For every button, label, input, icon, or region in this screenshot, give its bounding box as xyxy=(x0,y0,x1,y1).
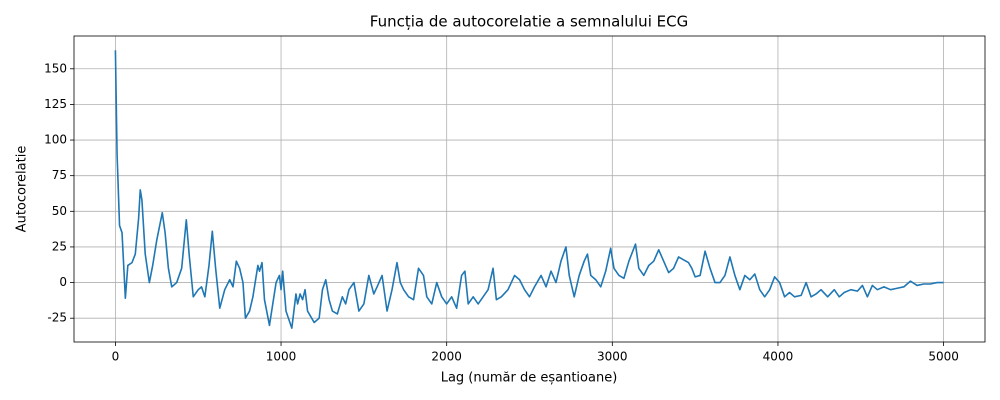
x-axis-label: Lag (număr de eșantioane) xyxy=(441,371,618,386)
x-tick-label: 0 xyxy=(112,350,120,364)
y-tick-label: 150 xyxy=(44,61,67,75)
y-tick-label: -25 xyxy=(47,311,67,325)
y-tick-label: 100 xyxy=(44,133,67,147)
line-series xyxy=(114,50,944,329)
y-tick-label: 25 xyxy=(52,239,67,253)
chart-title: Funcția de autocorelatie a semnalului EC… xyxy=(370,13,688,31)
x-tick-label: 5000 xyxy=(928,350,959,364)
x-tick-label: 2000 xyxy=(431,350,462,364)
plot-frame xyxy=(73,35,986,343)
y-axis-label: Autocorelatie xyxy=(15,146,30,233)
y-tick-label: 75 xyxy=(52,168,67,182)
x-tick-label: 3000 xyxy=(597,350,628,364)
y-tick-label: 50 xyxy=(52,204,67,218)
x-tick-label: 4000 xyxy=(763,350,794,364)
y-tick-label: 125 xyxy=(44,97,67,111)
x-tick-label: 1000 xyxy=(266,350,297,364)
y-tick-label: 0 xyxy=(59,275,67,289)
